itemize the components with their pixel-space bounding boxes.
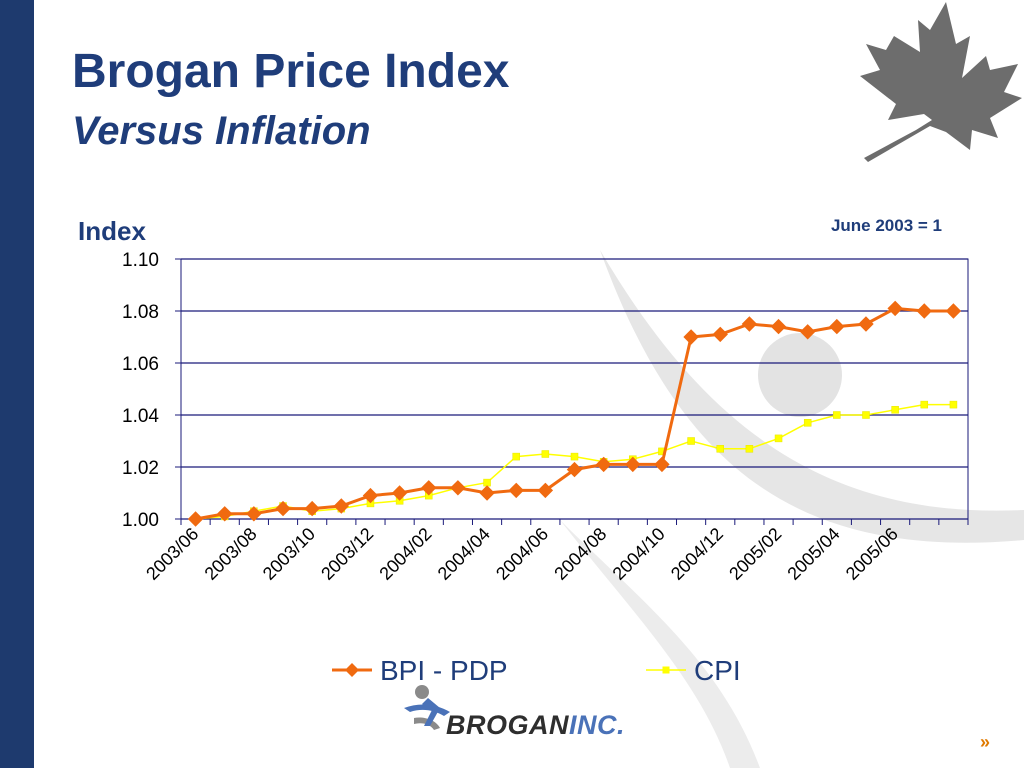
y-axis-label: Index	[78, 216, 146, 246]
bpi-point	[537, 482, 554, 499]
brogan-logo-icon	[404, 685, 450, 730]
x-tick-label: 2005/06	[842, 524, 902, 584]
x-tick-label: 2004/06	[492, 524, 552, 584]
bpi-point	[450, 480, 466, 496]
y-tick-label: 1.06	[122, 354, 159, 375]
bpi-point	[333, 498, 350, 514]
bpi-point	[799, 324, 816, 340]
legend-label: CPI	[694, 655, 741, 686]
bpi-point	[887, 300, 903, 317]
x-tick-label: 2003/08	[201, 524, 261, 584]
bpi-point	[421, 480, 437, 496]
chart-grid	[180, 258, 969, 520]
y-tick-label: 1.10	[122, 250, 159, 271]
bpi-point	[566, 461, 583, 478]
slide-title: Brogan Price Index	[72, 45, 510, 98]
logo-suffix-text: INC.	[569, 710, 625, 740]
bpi-point	[683, 329, 699, 345]
bpi-point	[654, 456, 670, 473]
cpi-point	[891, 406, 899, 414]
cpi-point	[745, 445, 754, 453]
chart-legend: BPI - PDP CPI	[332, 655, 741, 686]
x-tick-label: 2004/02	[375, 524, 435, 584]
cpi-point	[774, 434, 783, 443]
bpi-point	[362, 487, 379, 504]
x-tick-label: 2004/12	[667, 524, 727, 584]
logo-main-text: BROGAN	[446, 710, 569, 740]
chart-note: June 2003 = 1	[831, 216, 942, 235]
legend-label: BPI - PDP	[380, 655, 508, 686]
series-line	[195, 403, 954, 520]
cpi-point	[570, 452, 579, 461]
brogan-logo-text: BROGANINC.	[446, 710, 625, 741]
cpi-point	[483, 478, 491, 487]
cpi-point	[687, 437, 695, 445]
slide-subtitle: Versus Inflation	[72, 109, 371, 153]
x-axis: 2003/062003/082003/102003/122004/022004/…	[142, 519, 969, 584]
cpi-point	[920, 400, 929, 409]
bpi-point	[217, 506, 233, 522]
x-tick-label: 2004/04	[434, 524, 494, 584]
bpi-point	[508, 482, 524, 499]
x-tick-label: 2003/06	[142, 524, 202, 584]
chart-series	[187, 300, 962, 527]
bpi-point	[275, 500, 291, 517]
y-tick-label: 1.02	[122, 458, 159, 479]
bpi-point	[479, 485, 495, 501]
y-axis: 1.00 1.02 1.04 1.06 1.08 1.10	[122, 250, 181, 531]
maple-leaf-icon	[860, 2, 1022, 162]
bpi-point	[712, 326, 728, 343]
cpi-point	[803, 419, 812, 427]
bpi-point	[187, 511, 204, 527]
bpi-point	[916, 303, 932, 319]
bpi-point	[595, 456, 612, 473]
x-tick-label: 2003/10	[259, 524, 319, 584]
bpi-point	[829, 318, 845, 335]
bpi-point	[770, 318, 787, 335]
cpi-point	[833, 411, 841, 419]
plot-area	[180, 258, 969, 520]
legend-marker	[345, 663, 359, 677]
bpi-point	[625, 456, 641, 473]
y-tick-label: 1.08	[122, 302, 159, 323]
x-tick-label: 2004/10	[609, 524, 669, 584]
slide-sidebar-bar	[0, 0, 34, 768]
y-tick-label: 1.04	[122, 406, 159, 427]
cpi-point	[862, 411, 870, 419]
next-slide-button[interactable]: »	[980, 732, 991, 752]
bpi-point	[858, 316, 874, 332]
bpi-point	[246, 506, 262, 522]
bpi-point	[391, 485, 408, 501]
bpi-point	[945, 303, 962, 319]
legend-marker	[662, 666, 670, 674]
x-tick-label: 2005/02	[725, 524, 785, 584]
cpi-point	[541, 450, 550, 458]
x-tick-label: 2005/04	[784, 524, 844, 584]
bpi-point	[741, 316, 758, 332]
cpi-point	[512, 452, 520, 461]
cpi-point	[949, 400, 958, 409]
bpi-point	[304, 500, 320, 517]
x-tick-label: 2004/08	[550, 524, 610, 584]
cpi-point	[716, 445, 724, 453]
x-tick-label: 2003/12	[317, 524, 377, 584]
y-tick-label: 1.00	[122, 510, 159, 531]
